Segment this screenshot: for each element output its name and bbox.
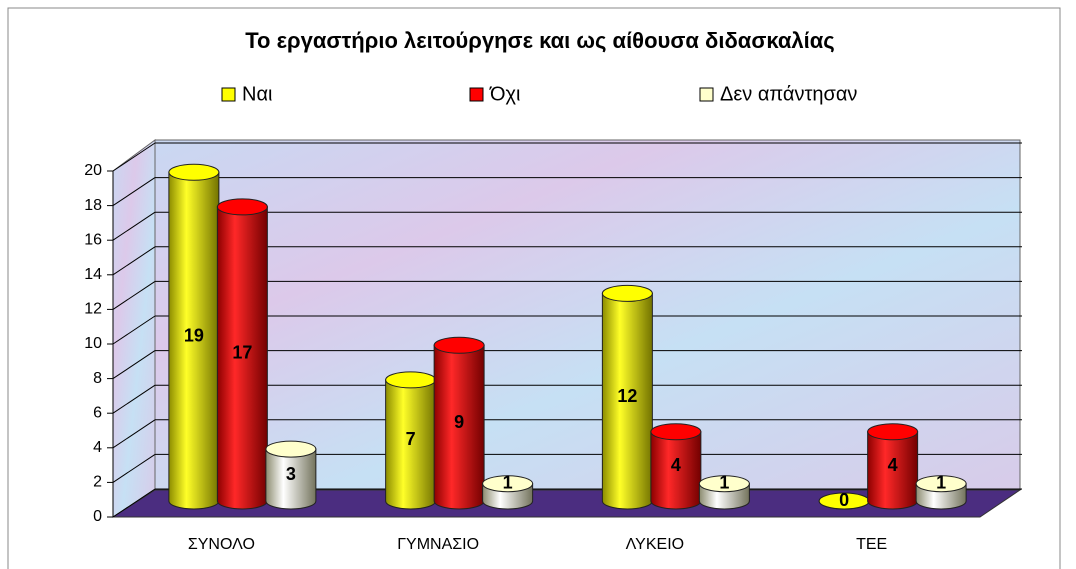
bar [650, 423, 702, 510]
y-tick-label: 12 [84, 301, 102, 318]
bar [433, 336, 485, 510]
bar [216, 198, 268, 510]
bar-body [265, 448, 317, 510]
data-label: 4 [671, 455, 681, 475]
y-tick-label: 18 [84, 197, 102, 214]
grid-line [112, 419, 156, 449]
grid-line [112, 211, 156, 241]
bar-top [265, 440, 317, 458]
grid-line [112, 142, 156, 172]
data-label: 19 [184, 325, 204, 345]
bar [698, 475, 750, 510]
y-tick-label: 4 [93, 439, 102, 456]
data-label: 4 [888, 455, 898, 475]
grid-line [112, 177, 156, 207]
y-tick-label: 20 [84, 162, 102, 179]
side-wall [112, 139, 156, 518]
data-label: 0 [839, 490, 849, 510]
bar-top [698, 475, 750, 493]
grid-line [112, 384, 156, 414]
bar [385, 371, 437, 510]
bar-top [915, 475, 967, 493]
data-label: 1 [503, 472, 513, 492]
bar-top [216, 198, 268, 216]
legend-label: Ναι [242, 83, 272, 105]
bar [867, 423, 919, 510]
y-tick-label: 6 [93, 404, 102, 421]
bar-top [867, 423, 919, 441]
bar-top [482, 475, 534, 493]
chart-title: Το εργαστήριο λειτούργησε και ως αίθουσα… [245, 28, 835, 53]
data-label: 1 [936, 472, 946, 492]
data-label: 9 [454, 412, 464, 432]
grid-line [112, 280, 156, 310]
y-tick-label: 8 [93, 370, 102, 387]
grid-line [112, 350, 156, 380]
grid-line [112, 246, 156, 276]
x-tick-label: ΣΥΝΟΛΟ [188, 536, 255, 553]
floor [111, 489, 1022, 518]
grid-line [112, 453, 156, 483]
x-tick-label: ΓΥΜΝΑΣΙΟ [397, 536, 479, 553]
legend-label: Δεν απάντησαν [720, 83, 857, 105]
data-label: 17 [232, 343, 252, 363]
y-tick-label: 14 [84, 266, 102, 283]
bar [601, 284, 653, 510]
y-tick-label: 16 [84, 231, 102, 248]
data-label: 12 [617, 386, 637, 406]
bar-top [433, 336, 485, 354]
bar [818, 492, 870, 510]
y-tick-label: 0 [93, 508, 102, 525]
bar [265, 440, 317, 510]
bar [482, 475, 534, 510]
x-tick-label: ΛΥΚΕΙΟ [626, 536, 684, 553]
bar-top [650, 423, 702, 441]
data-label: 7 [406, 429, 416, 449]
legend-label: Όχι [489, 83, 520, 105]
bar [915, 475, 967, 510]
y-tick-label: 10 [84, 335, 102, 352]
grid-line [112, 315, 156, 345]
x-tick-label: ΤΕΕ [856, 536, 887, 553]
legend-swatch [699, 87, 714, 102]
grid-line [112, 488, 156, 518]
bar-top [601, 284, 653, 302]
legend-swatch [469, 87, 484, 102]
bar-top [168, 163, 220, 181]
y-tick-label: 2 [93, 474, 102, 491]
data-label: 1 [719, 472, 729, 492]
data-label: 3 [286, 464, 296, 484]
legend-swatch [221, 87, 236, 102]
bar-top [385, 371, 437, 389]
